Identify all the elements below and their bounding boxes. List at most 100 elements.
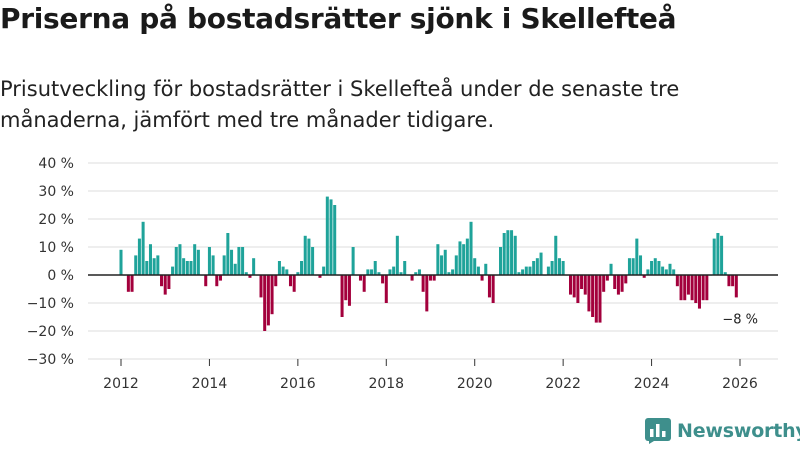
y-tick-label: 10 % <box>38 240 74 256</box>
bar <box>675 275 679 287</box>
bar <box>432 275 436 281</box>
bar <box>126 275 130 292</box>
bar <box>572 275 576 298</box>
bar <box>476 266 480 275</box>
bar <box>480 275 484 281</box>
bar <box>690 275 694 301</box>
bar <box>266 275 270 326</box>
bar <box>679 275 683 301</box>
bar <box>454 255 458 275</box>
bar <box>340 275 344 317</box>
bar <box>148 244 152 275</box>
bar <box>642 275 646 278</box>
bar <box>274 275 278 287</box>
bar <box>145 261 149 275</box>
grid-lines <box>88 162 778 360</box>
bar <box>189 261 193 275</box>
bar <box>694 275 698 303</box>
bar <box>639 255 643 275</box>
x-tick-label: 2012 <box>103 376 139 392</box>
y-tick-label: −20 % <box>27 324 74 340</box>
bar <box>657 261 661 275</box>
bar <box>491 275 495 303</box>
bar <box>583 275 587 295</box>
bar <box>377 272 381 275</box>
bar <box>631 258 635 275</box>
bar <box>410 275 414 281</box>
y-tick-label: 0 % <box>47 268 74 284</box>
bar <box>222 255 226 275</box>
bar <box>270 275 274 315</box>
x-axis: 2012 2014 2016 2018 2020 2022 2024 2026 <box>103 359 758 392</box>
bar <box>300 261 304 275</box>
x-tick-label: 2016 <box>280 376 316 392</box>
bar <box>517 272 521 275</box>
bar <box>399 272 403 275</box>
bar <box>414 272 418 275</box>
x-tick-label: 2026 <box>722 376 758 392</box>
bar <box>668 263 672 275</box>
bar <box>701 275 705 301</box>
bar <box>388 269 392 275</box>
bar <box>440 255 444 275</box>
bar <box>163 275 167 295</box>
bar <box>384 275 388 303</box>
bar <box>513 235 517 275</box>
bar <box>653 258 657 275</box>
bar <box>620 275 624 292</box>
bar <box>569 275 573 295</box>
bar <box>436 244 440 275</box>
bar <box>178 244 182 275</box>
bar <box>395 235 399 275</box>
bar <box>532 261 536 275</box>
bar <box>252 258 256 275</box>
bar <box>484 263 488 275</box>
bar <box>333 205 337 275</box>
bar <box>627 258 631 275</box>
bar <box>381 275 385 284</box>
bar <box>528 266 532 275</box>
bar <box>428 275 433 281</box>
bar <box>705 275 709 301</box>
bar <box>230 249 234 275</box>
bar <box>204 275 208 287</box>
bar <box>524 266 528 275</box>
bar <box>119 249 123 275</box>
bar <box>697 275 701 309</box>
bar <box>263 275 267 331</box>
bar <box>580 275 584 289</box>
bar <box>421 275 425 292</box>
bar <box>417 269 421 275</box>
bar <box>358 275 362 281</box>
bar <box>487 275 491 298</box>
bar <box>141 221 145 275</box>
y-axis-tick-labels: 40 % 30 % 20 % 10 % 0 % −10 % −20 % −30 % <box>27 156 74 368</box>
bar <box>137 238 141 275</box>
bar <box>727 275 731 287</box>
bar <box>510 230 514 275</box>
bar <box>211 255 215 275</box>
bar <box>366 269 370 275</box>
brand-logo[interactable]: Newsworthy <box>645 418 800 444</box>
bar <box>215 275 219 287</box>
bar <box>156 255 160 275</box>
bar <box>613 275 617 289</box>
bar <box>322 266 326 275</box>
bar <box>185 261 189 275</box>
bar <box>664 269 668 275</box>
bar <box>734 275 738 298</box>
bar <box>672 269 676 275</box>
bar <box>425 275 429 312</box>
bar <box>344 275 348 301</box>
x-tick-label: 2018 <box>368 376 404 392</box>
y-tick-label: 20 % <box>38 212 74 228</box>
bar <box>451 269 455 275</box>
bar <box>392 266 396 275</box>
bar <box>160 275 164 287</box>
bar <box>288 275 292 287</box>
bar <box>462 244 466 275</box>
bar <box>370 269 374 275</box>
bar <box>362 275 366 292</box>
bar <box>609 263 613 275</box>
